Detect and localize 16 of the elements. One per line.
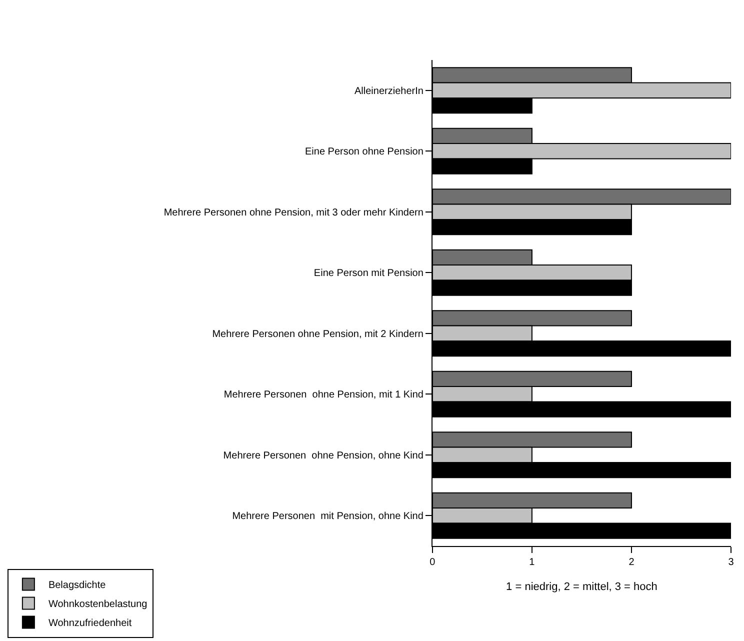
y-tick-label: Mehrere Personen ohne Pension, mit 3 oder mehr Kindern	[164, 207, 424, 218]
legend-label: Belagsdichte	[48, 580, 106, 592]
x-tick-label: 1	[529, 557, 536, 568]
x-tick-label: 0	[430, 557, 436, 568]
y-tick-label: Mehrere Personen mit Pension, ohne Kind	[232, 511, 424, 522]
y-tick-label: Eine Person mit Pension	[314, 268, 424, 280]
legend-label: Wohnkostenbelastung	[48, 599, 148, 610]
y-tick-label: Mehrere Personen ohne Pension, mit 2 Kindern	[212, 328, 424, 340]
y-tick-label: AlleinerzieherIn	[354, 86, 424, 97]
y-tick-label: Eine Person ohne Pension	[305, 146, 424, 158]
x-tick-label: 2	[628, 557, 635, 568]
y-tick-label: Mehrere Personen ohne Pension, mit 1 Kind	[224, 390, 424, 401]
y-tick-label: Mehrere Personen ohne Pension, ohne Kind	[223, 450, 424, 462]
legend-label: Wohnzufriedenheit	[48, 618, 132, 630]
x-axis-title: 1 = niedrig, 2 = mittel, 3 = hoch	[506, 581, 658, 594]
x-tick-label: 3	[728, 557, 734, 568]
